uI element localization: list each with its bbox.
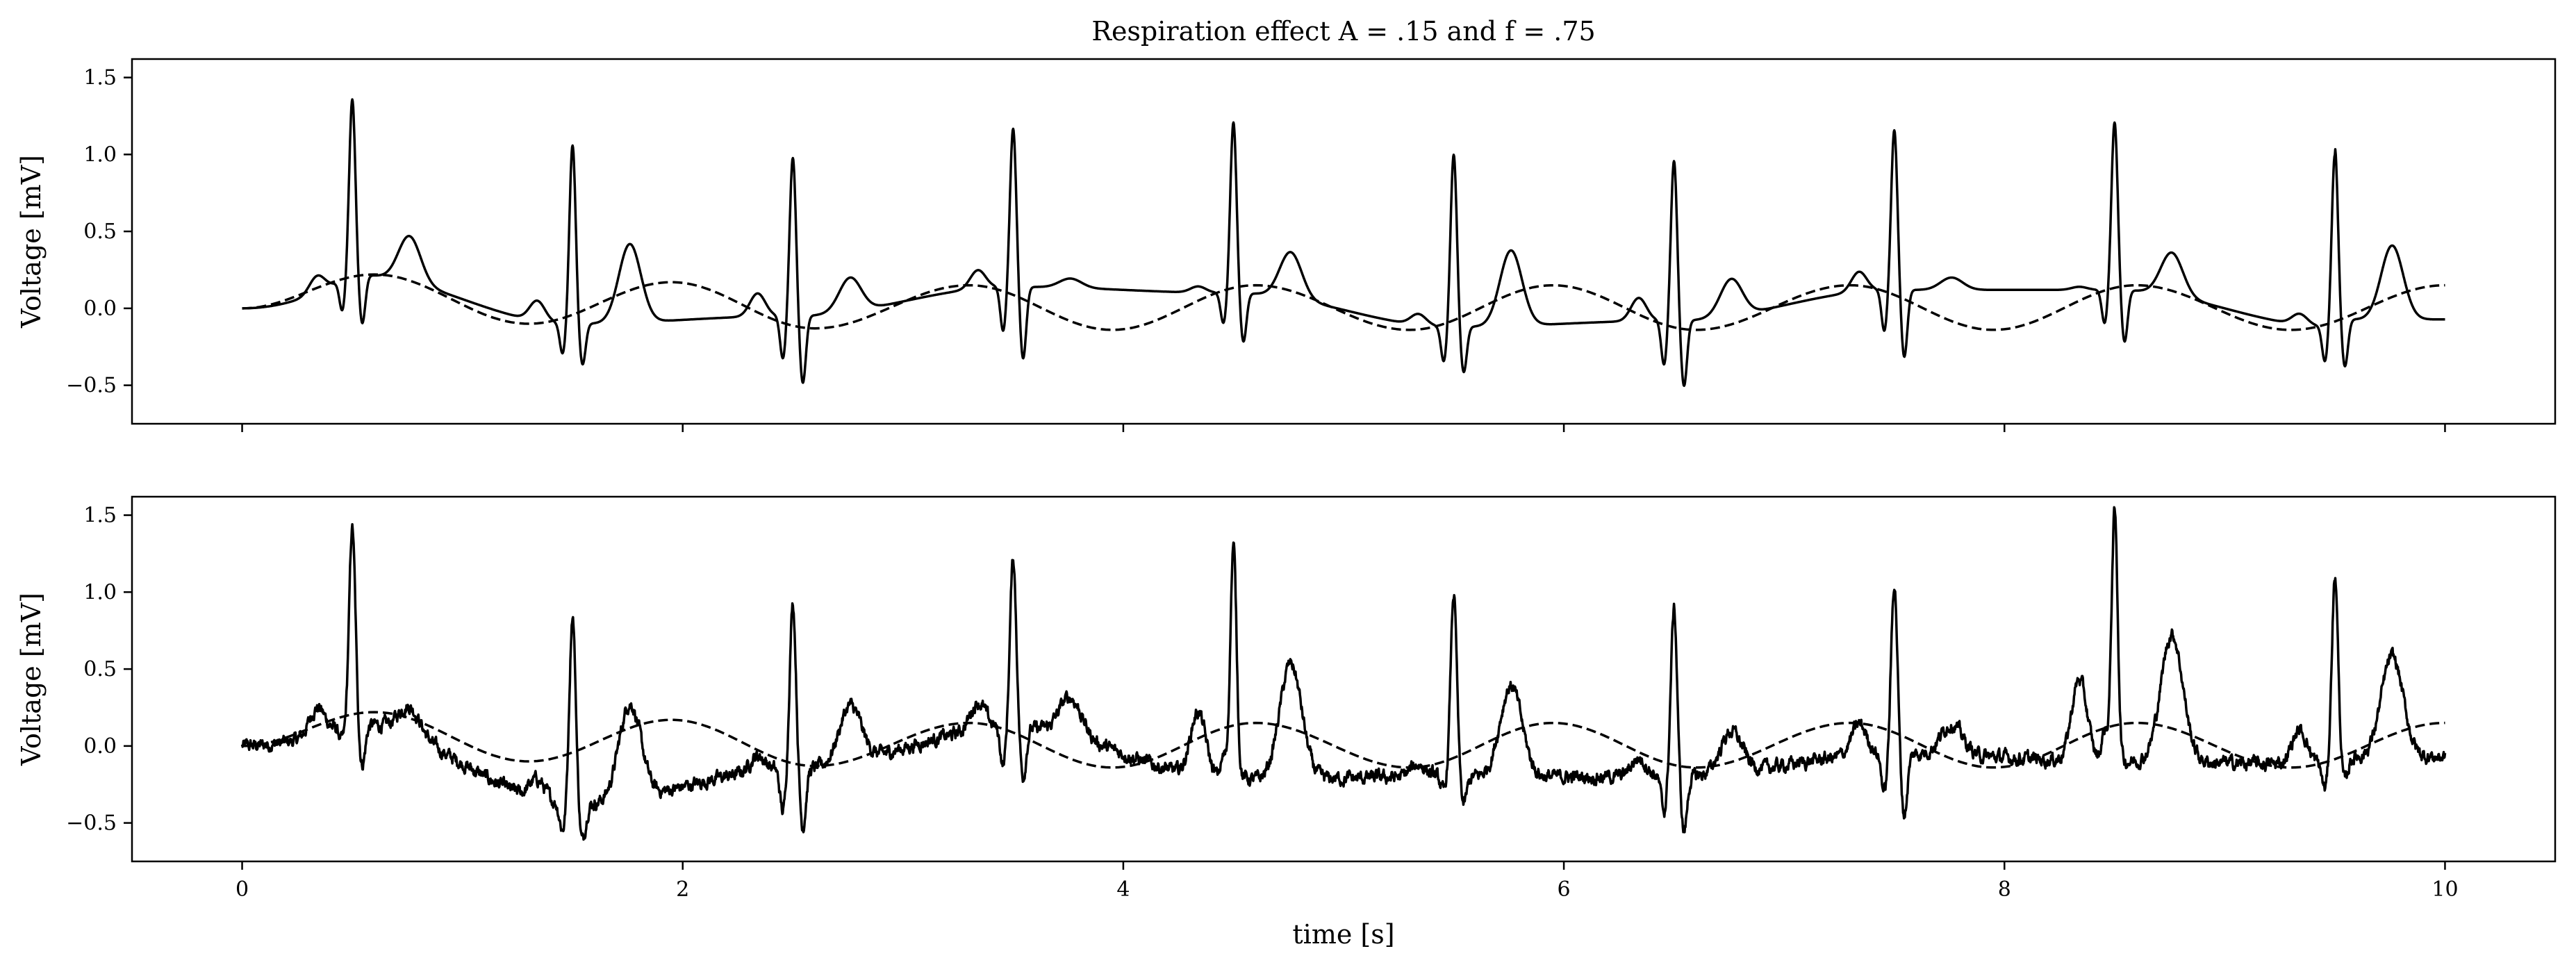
x-tick-label: 10 [2431,877,2458,902]
top-panel: Respiration effect A = .15 and f = .75 −0… [16,16,2557,432]
y-tick-label: 0.0 [83,734,117,759]
x-tick-label: 4 [1116,877,1130,902]
y-tick-label: 1.5 [83,66,117,90]
y-axis-label: Voltage [mV] [16,593,47,766]
y-axis-label: Voltage [mV] [16,155,47,329]
y-tick-label: 0.0 [83,297,117,321]
chart-title: Respiration effect A = .15 and f = .75 [1091,16,1595,47]
y-tick-label: 1.0 [83,142,117,167]
x-tick-label: 2 [676,877,689,902]
x-tick-label: 6 [1558,877,1571,902]
ecg-series-line [240,506,2447,841]
y-tick-label: −0.5 [66,811,117,836]
axes-frame [131,58,2557,425]
y-tick-label: 1.5 [83,504,117,528]
respiration-series-line [242,711,2445,769]
y-tick-label: 1.0 [83,580,117,604]
x-tick-label: 8 [1998,877,2011,902]
x-tick-label: 0 [236,877,249,902]
y-tick-label: −0.5 [66,374,117,398]
x-axis-label: time [s] [1292,919,1394,950]
ecg-series-line [241,98,2446,388]
y-tick-label: 0.5 [83,220,117,244]
respiration-series-line [242,273,2445,331]
bottom-panel: −0.5 0.0 0.5 1.0 1.5 0 2 4 6 8 10 Voltage [mV] time … [16,495,2557,950]
axes-frame [131,495,2557,863]
y-tick-label: 0.5 [83,657,117,681]
